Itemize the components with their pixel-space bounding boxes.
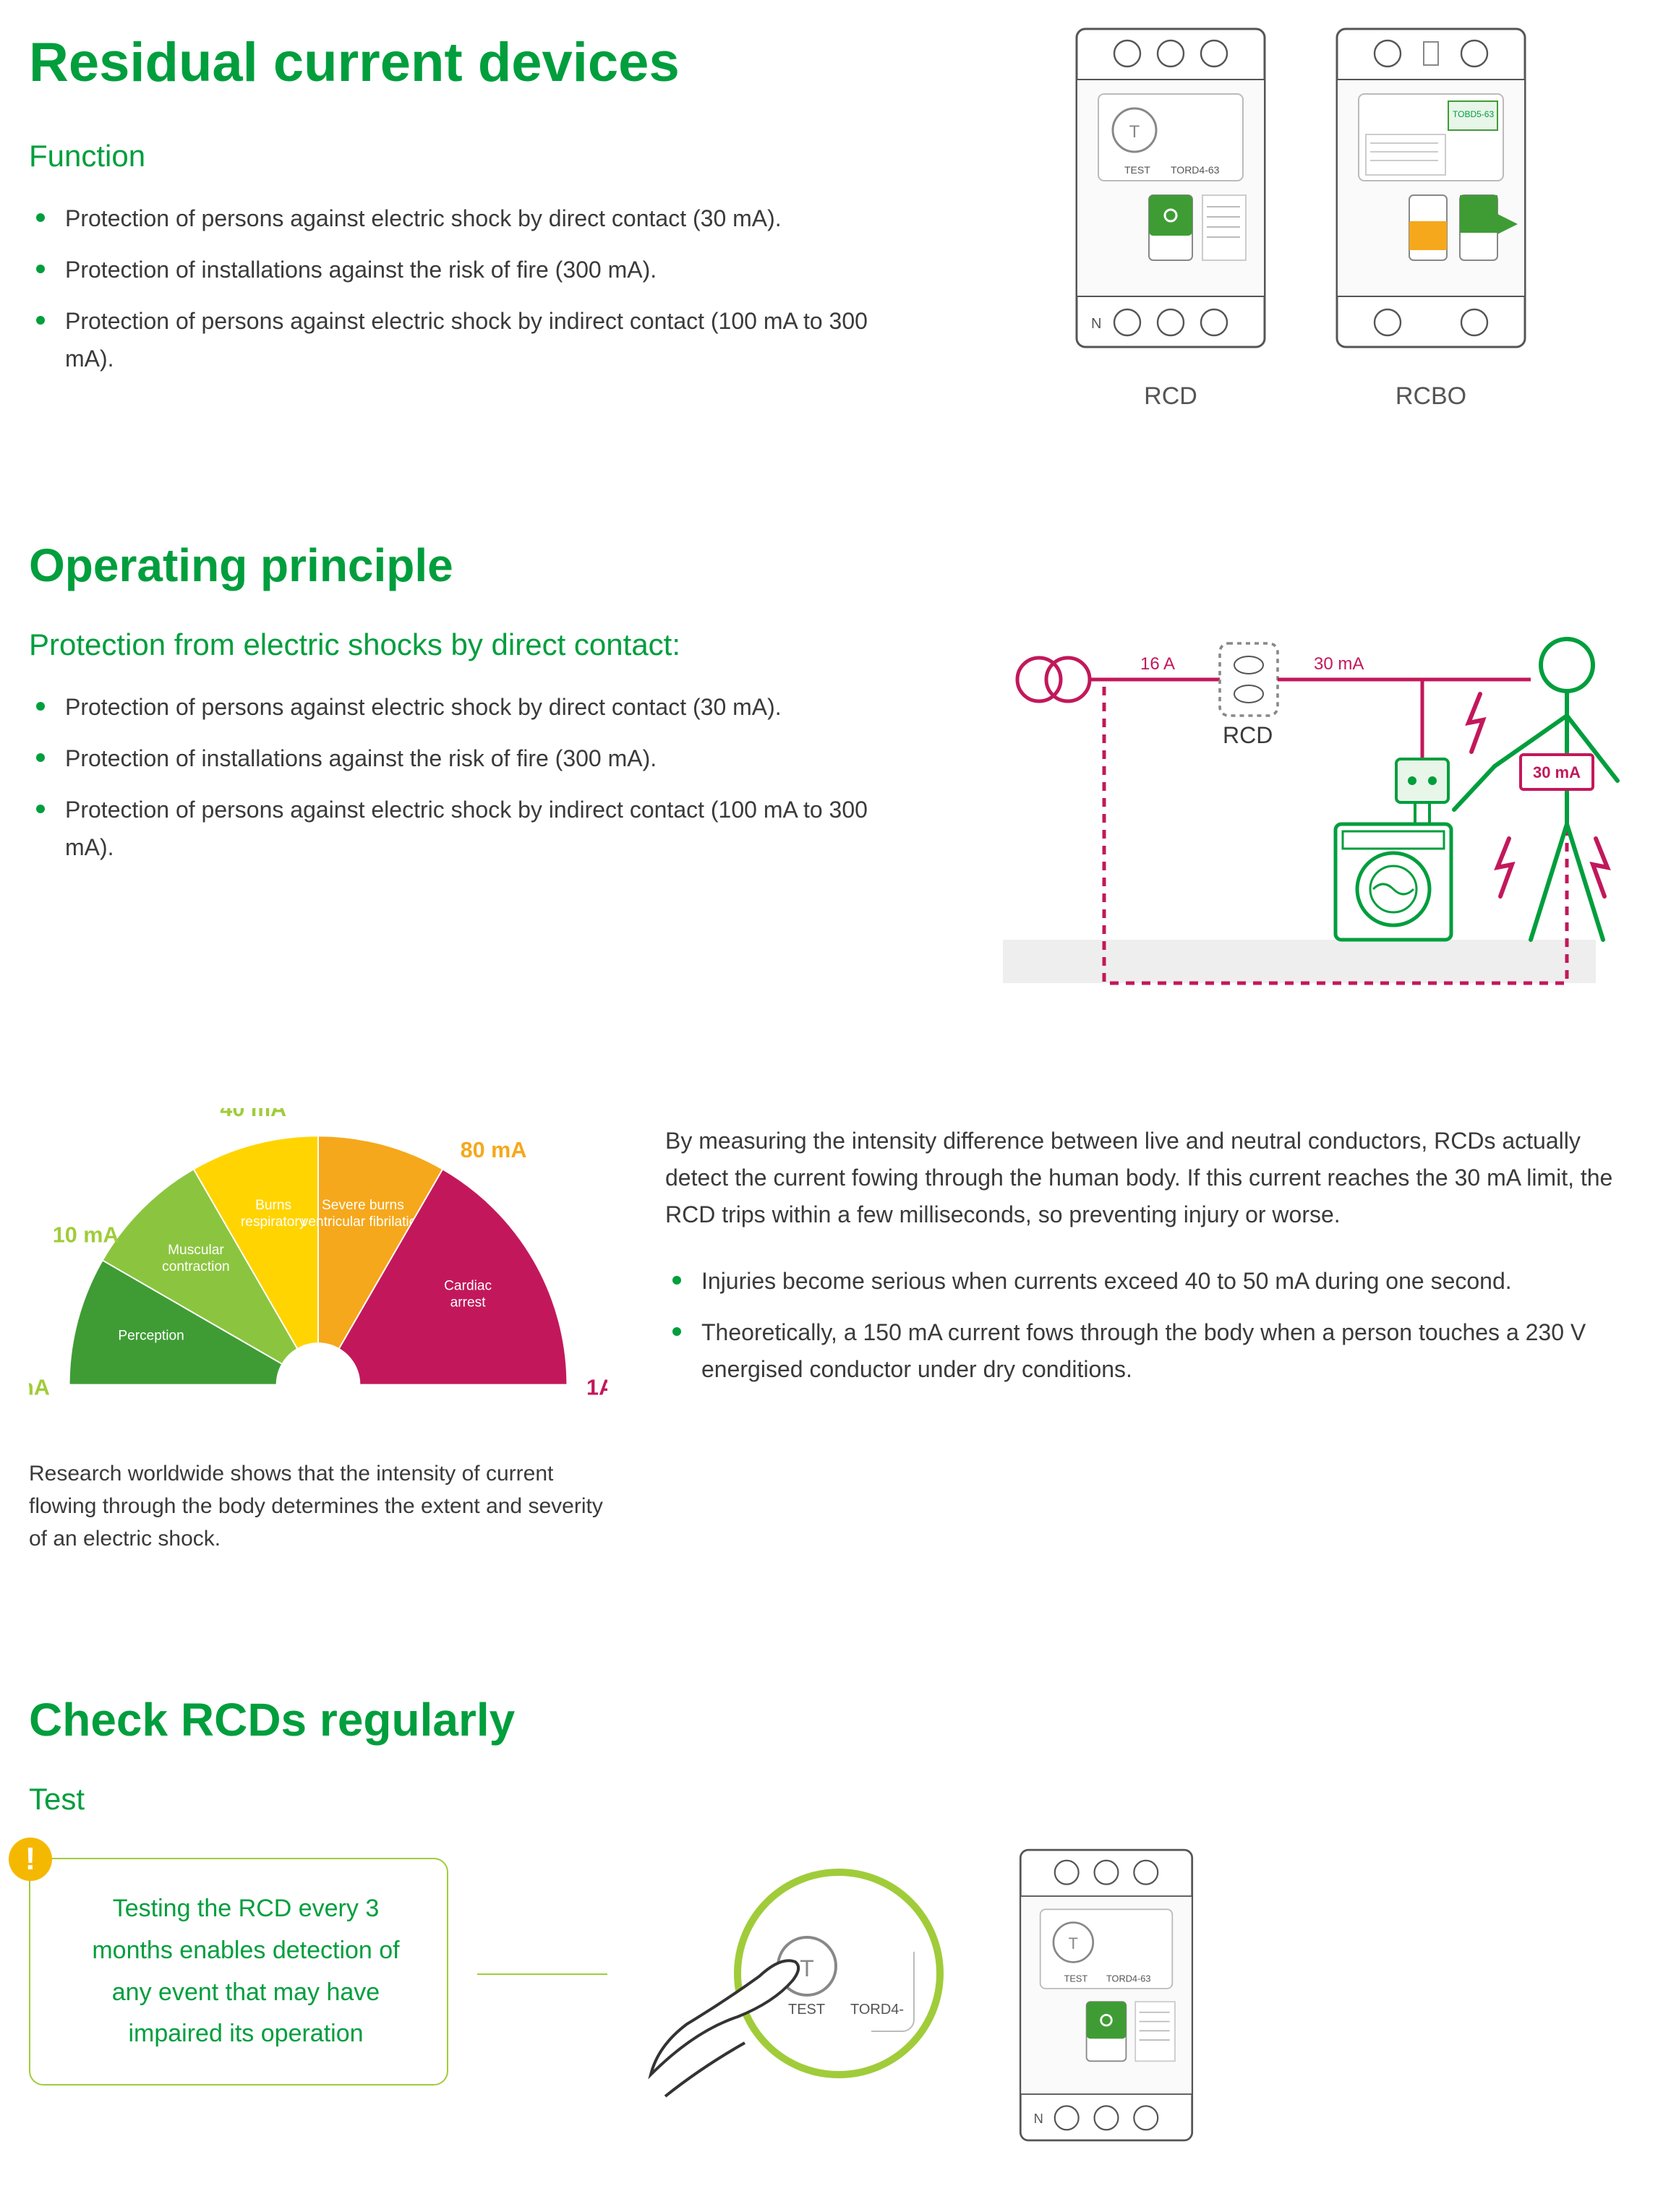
rcd-drawing: T TEST TORD4-63 N	[1069, 22, 1272, 354]
section3-list: Injuries become serious when currents ex…	[665, 1263, 1642, 1389]
alert-icon: !	[9, 1838, 52, 1881]
list-item: Protection of persons against electric s…	[65, 200, 916, 237]
device-images: T TEST TORD4-63 N RCD	[960, 22, 1642, 415]
section-check-rcds: Check RCDs regularly Test ! Testing the …	[29, 1685, 1642, 2147]
svg-text:30 mA: 30 mA	[1533, 763, 1581, 781]
rcbo-label: RCBO	[1330, 378, 1532, 415]
section-residual-current-devices: Residual current devices Function Protec…	[29, 22, 1642, 415]
section4-subtitle: Test	[29, 1776, 1642, 1822]
svg-text:Perception: Perception	[118, 1329, 184, 1344]
section2-title: Operating principle	[29, 531, 1642, 600]
current-gauge: PerceptionMuscularcontractionBurnsrespir…	[29, 1108, 607, 1426]
section3-text: By measuring the intensity difference be…	[665, 1108, 1642, 1402]
section2-list: Protection of persons against electric s…	[29, 689, 916, 866]
svg-text:TORD4-: TORD4-	[850, 2002, 904, 2018]
callout-text: Testing the RCD every 3 months enables d…	[81, 1888, 411, 2055]
list-item: Protection of installations against the …	[65, 740, 916, 777]
svg-text:TOBD5-63: TOBD5-63	[1453, 109, 1494, 119]
section1-text: Residual current devices Function Protec…	[29, 22, 916, 415]
list-item: Protection of persons against electric s…	[65, 303, 916, 377]
section1-list: Protection of persons against electric s…	[29, 200, 916, 377]
svg-text:TORD4-63: TORD4-63	[1171, 164, 1220, 176]
connector-line	[477, 1973, 607, 1975]
svg-text:30 mA: 30 mA	[1314, 654, 1364, 674]
list-item: Protection of persons against electric s…	[65, 689, 916, 726]
svg-text:TEST: TEST	[1124, 164, 1150, 176]
svg-text:10 mA: 10 mA	[53, 1223, 119, 1248]
svg-text:TEST: TEST	[788, 2002, 825, 2018]
section4-images: T TEST TORD4- T TEST TORD4-63	[636, 1843, 1200, 2147]
section2-subtitle: Protection from electric shocks by direc…	[29, 622, 916, 667]
callout-box: ! Testing the RCD every 3 months enables…	[29, 1858, 448, 2085]
list-item: Protection of persons against electric s…	[65, 792, 916, 865]
shock-diagram: 16 A RCD 30 mA	[974, 622, 1642, 1007]
list-item: Theoretically, a 150 mA current fows thr…	[701, 1314, 1642, 1388]
list-item: Injuries become serious when currents ex…	[701, 1263, 1642, 1300]
gauge-caption: Research worldwide shows that the intens…	[29, 1457, 607, 1555]
svg-text:N: N	[1034, 2111, 1043, 2126]
rcd-label: RCD	[1069, 378, 1272, 415]
section2-text: Protection from electric shocks by direc…	[29, 622, 916, 1007]
list-item: Protection of installations against the …	[65, 252, 916, 288]
section1-title: Residual current devices	[29, 22, 916, 104]
svg-text:T: T	[1129, 122, 1140, 142]
svg-text:RCD: RCD	[1223, 722, 1273, 748]
section-operating-principle: Operating principle Protection from elec…	[29, 531, 1642, 1007]
svg-text:N: N	[1091, 316, 1101, 332]
svg-text:16 A: 16 A	[1140, 654, 1175, 674]
gauge-column: PerceptionMuscularcontractionBurnsrespir…	[29, 1108, 607, 1555]
svg-text:1A: 1A	[586, 1376, 607, 1400]
svg-text:TEST: TEST	[1064, 1973, 1088, 1984]
svg-text:0.5 mA: 0.5 mA	[29, 1376, 50, 1400]
section4-title: Check RCDs regularly	[29, 1685, 1642, 1754]
section1-subtitle: Function	[29, 133, 916, 179]
device-rcbo: TOBD5-63 RCBO	[1330, 22, 1532, 415]
rcd-drawing-small: T TEST TORD4-63 N	[1012, 1843, 1200, 2147]
test-button-zoom: T TEST TORD4-	[636, 1858, 969, 2132]
svg-text:T: T	[1069, 1934, 1078, 1952]
svg-text:80 mA: 80 mA	[461, 1138, 527, 1162]
svg-text:T: T	[800, 1955, 814, 1981]
svg-text:Cardiacarrest: Cardiacarrest	[444, 1279, 492, 1311]
svg-text:40 mA: 40 mA	[220, 1108, 286, 1121]
svg-text:Muscularcontraction: Muscularcontraction	[162, 1243, 230, 1274]
rcbo-drawing: TOBD5-63	[1330, 22, 1532, 354]
section3-para: By measuring the intensity difference be…	[665, 1123, 1642, 1234]
device-rcd: T TEST TORD4-63 N RCD	[1069, 22, 1272, 415]
svg-text:TORD4-63: TORD4-63	[1106, 1973, 1150, 1984]
section-gauge: PerceptionMuscularcontractionBurnsrespir…	[29, 1108, 1642, 1555]
